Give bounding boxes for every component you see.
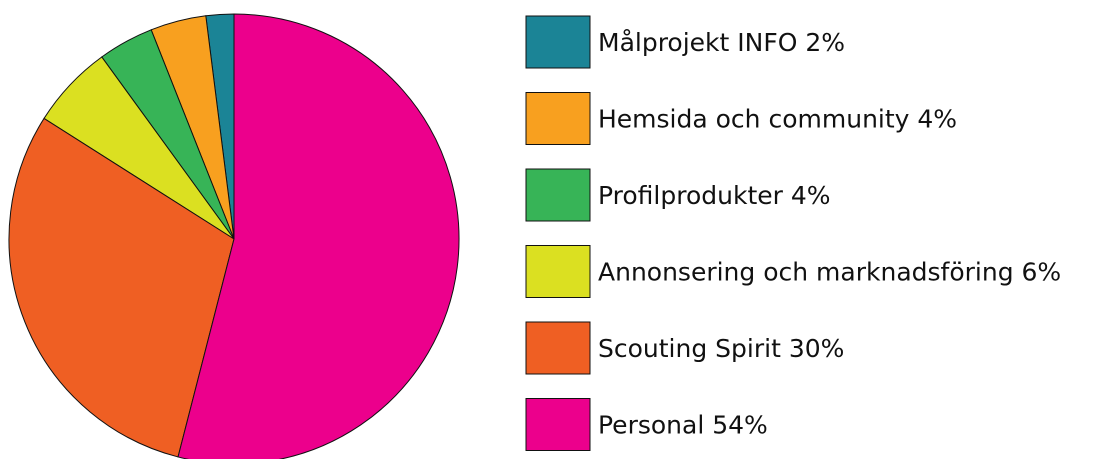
legend-label: Personal 54% [598, 411, 768, 440]
legend-swatch [525, 398, 591, 451]
legend-swatch [525, 168, 591, 222]
legend-swatch [525, 15, 591, 69]
pie-slice [177, 13, 460, 459]
legend-label: Annonsering och marknadsföring 6% [598, 258, 1061, 287]
legend-label: Hemsida och community 4% [598, 105, 957, 134]
legend-swatch [525, 245, 591, 298]
legend-label: Profilprodukter 4% [598, 181, 831, 210]
pie-slice [8, 117, 235, 458]
legend-swatch [525, 92, 591, 145]
legend-swatch [525, 321, 591, 375]
legend-label: Målprojekt INFO 2% [598, 28, 845, 57]
legend-label: Scouting Spirit 30% [598, 334, 844, 363]
